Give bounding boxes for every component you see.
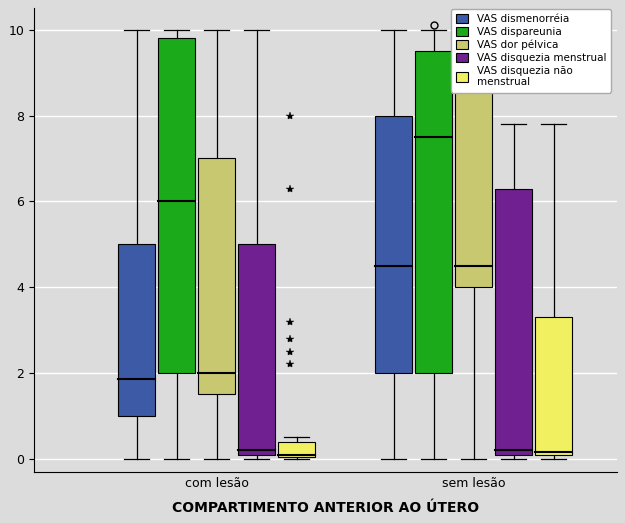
Bar	[158, 38, 196, 373]
Bar	[495, 188, 532, 454]
Bar	[238, 244, 275, 454]
Bar	[455, 81, 493, 287]
Bar	[198, 158, 236, 394]
Bar	[118, 244, 156, 416]
Legend: VAS dismenorréia, VAS dispareunia, VAS dor pélvica, VAS disquezia menstrual, VAS: VAS dismenorréia, VAS dispareunia, VAS d…	[451, 9, 611, 93]
X-axis label: COMPARTIMENTO ANTERIOR AO ÚTERO: COMPARTIMENTO ANTERIOR AO ÚTERO	[172, 501, 479, 515]
Bar	[278, 441, 315, 457]
Bar	[415, 51, 452, 373]
Bar	[535, 317, 572, 454]
Bar	[375, 116, 413, 373]
